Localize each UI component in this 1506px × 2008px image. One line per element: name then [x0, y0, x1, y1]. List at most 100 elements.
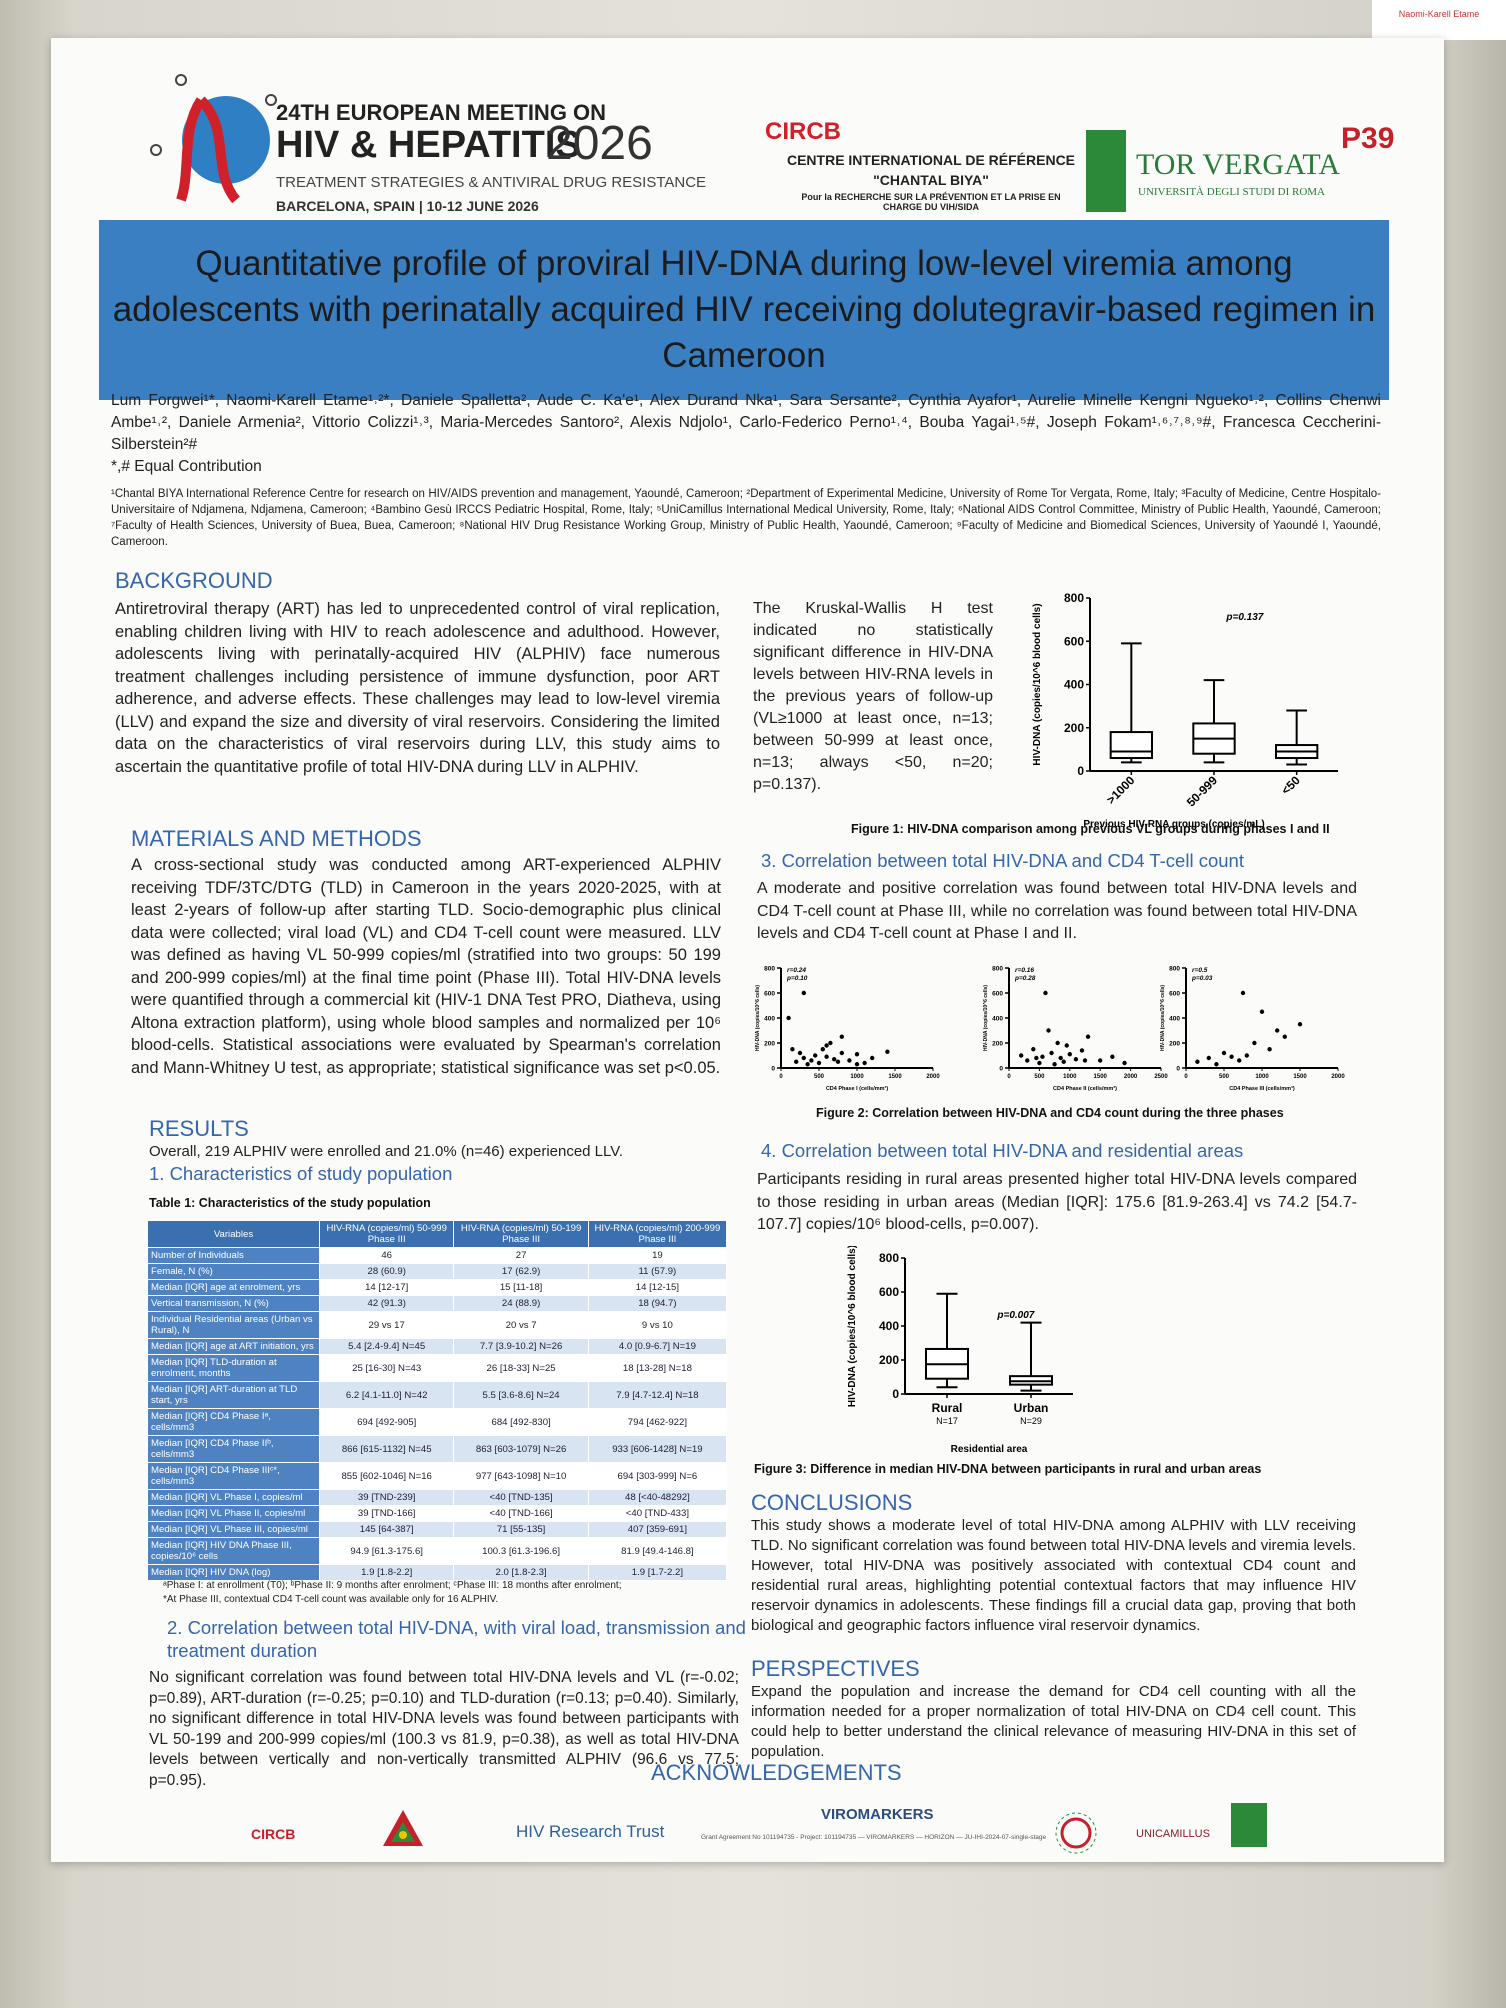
table-cell: 17 (62.9)	[453, 1263, 589, 1280]
x-tick-label: 1000	[1063, 1074, 1077, 1080]
point	[797, 1050, 803, 1056]
table-row: Median [IQR] TLD-duration at enrolment, …	[147, 1354, 728, 1382]
y-tick-label: 600	[992, 990, 1003, 997]
table-row: Female, N (%) 28 (60.9) 17 (62.9) 11 (57.9)	[147, 1263, 728, 1280]
point	[1046, 1028, 1051, 1033]
chart: 0 200 400 600 800 HIV-DNA (copies/10^6 cells)…	[1160, 965, 1345, 1092]
chart: 0 200 400 600 800 HIV-DNA (copies/10^6 blood …	[1032, 591, 1338, 830]
y-tick-label: 400	[1064, 678, 1084, 692]
annotation: p=0.28	[1014, 975, 1036, 982]
y-tick-label: 600	[764, 990, 775, 997]
x-tick-label: 0	[1007, 1074, 1011, 1080]
point	[801, 990, 806, 996]
circb-line3: Pour la RECHERCHE SUR LA PRÉVENTION ET L…	[801, 192, 1061, 212]
section-heading: CONCLUSIONS	[751, 1490, 913, 1515]
point	[1195, 1059, 1200, 1064]
x-tick-label: 1000	[850, 1074, 864, 1080]
x-tick-label: 1500	[1293, 1074, 1307, 1080]
subheading: 1. Characteristics of study population	[149, 1163, 453, 1184]
point	[1082, 1058, 1088, 1063]
subheading: 2. Correlation between total HIV-DNA, wi…	[167, 1617, 746, 1661]
table-row: Median [IQR] CD4 Phase Iᵃ, cells/mm3 694 …	[147, 1408, 728, 1436]
point	[824, 1043, 829, 1048]
table-cell: 863 [603-1079] N=26	[453, 1435, 589, 1463]
table-cell: Individual Residential areas (Urban vs R…	[147, 1311, 320, 1339]
table-cell: 39 [TND-239]	[318, 1489, 455, 1506]
y-axis-label: HIV-DNA (copies/10^6 cells)	[755, 985, 761, 1051]
point	[862, 1060, 867, 1066]
y-tick-label: 400	[879, 1319, 899, 1333]
circb-line1: CENTRE INTERNATIONAL DE RÉFÉRENCE	[786, 152, 1076, 168]
y-tick-label: 800	[1064, 591, 1084, 605]
poster: 24TH EUROPEAN MEETING ON HIV & HEPATITIS…	[51, 38, 1444, 1862]
x-tick-label: <50	[1278, 773, 1303, 798]
table-cell: 5.5 [3.6-8.6] N=24	[453, 1381, 589, 1409]
x-tick-label: 0	[1184, 1074, 1188, 1080]
point	[1037, 1060, 1042, 1066]
table-cell: <40 [TND-166]	[453, 1505, 589, 1522]
point	[1073, 1057, 1079, 1062]
table-cell: 24 (88.9)	[453, 1295, 589, 1312]
table-row: Median [IQR] age at ART initiation, yrs 5…	[147, 1338, 728, 1355]
point	[820, 1047, 825, 1052]
point	[839, 1034, 844, 1039]
results-text: No significant correlation was found bet…	[149, 1669, 739, 1789]
point	[1055, 1040, 1060, 1046]
y-tick-label: 200	[1064, 721, 1084, 735]
annotation: r=0.5	[1192, 967, 1208, 974]
point	[1122, 1060, 1127, 1066]
table-row: Median [IQR] VL Phase III, copies/ml 145 …	[147, 1521, 728, 1538]
y-tick-label: 800	[879, 1251, 899, 1265]
table-cell: Median [IQR] ART-duration at TLD start, …	[147, 1381, 320, 1409]
point	[1040, 1054, 1045, 1059]
point	[1064, 1043, 1069, 1048]
point	[1259, 1009, 1265, 1014]
point	[813, 1053, 818, 1058]
table-cell: 6.2 [4.1-11.0] N=42	[318, 1381, 455, 1409]
table-cell: 1.9 [1.7-2.2]	[587, 1564, 728, 1581]
characteristics-table: Variables HIV-RNA (copies/ml) 50-999 Phas…	[147, 1220, 728, 1581]
table-wrap: Variables HIV-RNA (copies/ml) 50-999 Phas…	[147, 1220, 728, 1581]
point	[828, 1040, 833, 1046]
meeting-line4: BARCELONA, SPAIN | 10-12 JUNE 2026	[276, 198, 539, 214]
table-cell: 11 (57.9)	[587, 1263, 728, 1280]
point	[1275, 1028, 1280, 1033]
table-row: Median [IQR] HIV DNA (log) 1.9 [1.8-2.2] 2…	[147, 1564, 728, 1581]
x-tick-label: 500	[814, 1074, 825, 1080]
subheading: 3. Correlation between total HIV-DNA and…	[761, 850, 1244, 871]
chart: 0 200 400 600 800 HIV-DNA (copies/10^6 blood …	[847, 1246, 1073, 1455]
point	[1214, 1062, 1219, 1067]
n-label: N=29	[1020, 1416, 1042, 1426]
ack-logo-univ	[1231, 1803, 1267, 1847]
table-cell: HIV-RNA (copies/ml) 200-999 Phase III	[587, 1220, 728, 1248]
x-axis-label: CD4 Phase II (cells/mm³)	[1053, 1085, 1117, 1092]
annotation: r=0.24	[787, 967, 806, 974]
affiliations: ¹Chantal BIYA International Reference Ce…	[111, 488, 1381, 548]
point	[1244, 1053, 1249, 1058]
y-axis-label: HIV-DNA (copies/10^6 blood cells)	[847, 1246, 858, 1407]
meeting-logo	[150, 74, 277, 204]
torvergata-mark	[1086, 130, 1126, 212]
x-axis-label: CD4 Phase III (cells/mm³)	[1229, 1085, 1295, 1092]
point	[1052, 1062, 1057, 1067]
point	[854, 1052, 860, 1057]
table-cell: 27	[453, 1247, 589, 1264]
x-tick-label: 2000	[926, 1074, 940, 1080]
footnote: *At Phase III, contextual CD4 T-cell cou…	[163, 1594, 499, 1605]
table-cell: 7.7 [3.9-10.2] N=26	[453, 1338, 589, 1355]
poster-id: P39	[1341, 122, 1395, 155]
table-cell: Median [IQR] age at ART initiation, yrs	[147, 1338, 320, 1355]
x-tick-label: 50-999	[1184, 773, 1221, 810]
figure-caption: Figure 3: Difference in median HIV-DNA b…	[754, 1462, 1262, 1476]
y-tick-label: 600	[879, 1285, 899, 1299]
point	[1237, 1058, 1242, 1063]
table-cell: 18 [13-28] N=18	[587, 1354, 728, 1382]
table-cell: 855 [602-1046] N=16	[318, 1462, 455, 1490]
meeting-line3: TREATMENT STRATEGIES & ANTIVIRAL DRUG RE…	[276, 174, 707, 191]
x-axis-label: Residential area	[951, 1444, 1028, 1455]
section-heading: ACKNOWLEDGEMENTS	[651, 1760, 902, 1785]
table-caption: Table 1: Characteristics of the study po…	[149, 1196, 431, 1210]
equal-contribution: *,# Equal Contribution	[111, 458, 262, 475]
y-tick-label: 800	[992, 965, 1003, 972]
point	[1067, 1052, 1072, 1057]
